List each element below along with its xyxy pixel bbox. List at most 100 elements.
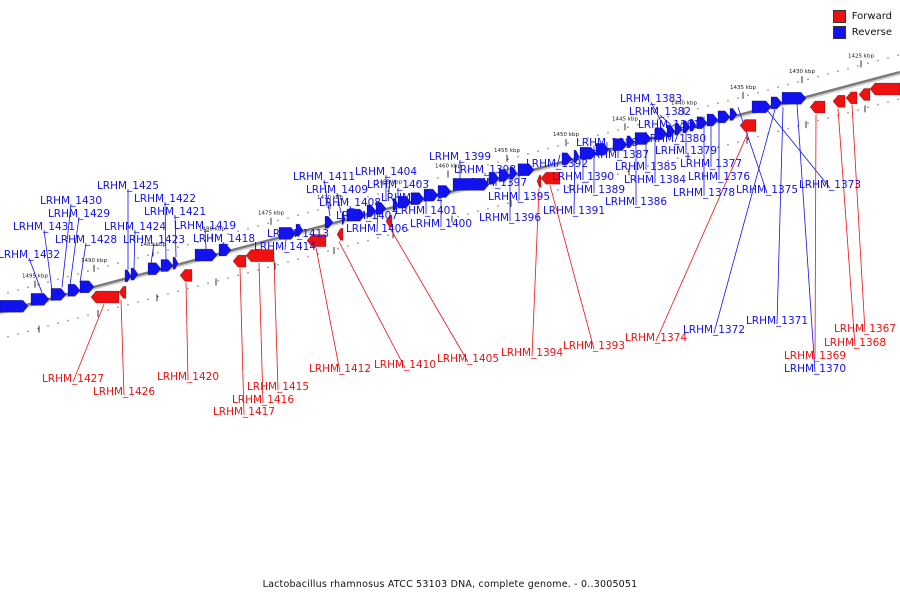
gene-label: LRHM_1422 <box>134 193 196 205</box>
reverse-gene-arrow <box>674 122 683 136</box>
tick-label: 1465 kbp <box>376 179 402 185</box>
tick-label: 1425 kbp <box>848 53 874 59</box>
leader-line <box>185 282 189 381</box>
reverse-gene-arrow <box>573 149 580 163</box>
reverse-gene-arrow <box>517 163 535 177</box>
forward-gene-arrow <box>336 228 344 241</box>
gene-label: LRHM_1412 <box>309 363 371 375</box>
gene-label: LRHM_1419 <box>174 220 236 232</box>
leader-line <box>164 201 167 260</box>
leader-line <box>133 229 136 269</box>
gene-label: LRHM_1375 <box>736 184 798 196</box>
gene-label: LRHM_1367 <box>834 323 896 335</box>
leader-line <box>814 114 817 360</box>
gene-label: LRHM_1393 <box>563 340 625 352</box>
reverse-gene-arrow <box>67 283 81 297</box>
tick-label: 1445 kbp <box>612 116 638 122</box>
gene-label: LRHM_1427 <box>42 373 104 385</box>
reverse-gene-arrow <box>124 269 132 283</box>
forward-gene-arrow <box>118 286 127 299</box>
tick-label: 1460 kbp <box>435 164 461 170</box>
gene-label: LRHM_1406 <box>346 223 408 235</box>
gene-label: LRHM_1398 <box>454 164 516 176</box>
forward-gene-arrow <box>845 91 858 105</box>
leader-line <box>61 203 72 288</box>
gene-label: LRHM_1428 <box>55 234 117 246</box>
leader-line <box>258 262 264 404</box>
forward-gene-arrow <box>869 82 900 96</box>
forward-gene-arrow <box>809 100 826 114</box>
reverse-gene-arrow <box>729 108 738 121</box>
gene-label: LRHM_1392 <box>526 158 588 170</box>
leader-line <box>737 107 768 194</box>
reverse-gene-arrow <box>346 208 366 222</box>
leader-line <box>315 247 341 373</box>
leader-line <box>776 107 784 325</box>
gene-label: LRHM_1377 <box>680 158 742 170</box>
forward-gene-arrow <box>179 269 193 282</box>
gene-label: LRHM_1370 <box>784 363 846 375</box>
leader-line <box>556 154 561 168</box>
forward-gene-arrow <box>858 88 871 101</box>
tick-label: 1450 kbp <box>553 132 579 138</box>
tick-label: 1485 kbp <box>140 242 166 248</box>
reverse-gene-arrow <box>612 138 628 151</box>
gene-label: LRHM_1372 <box>683 324 745 336</box>
gene-label: LRHM_1399 <box>429 151 491 163</box>
gene-label: LRHM_1417 <box>213 406 275 418</box>
tick-label: 1490 kbp <box>81 258 107 264</box>
reverse-gene-arrow <box>509 166 518 180</box>
tick-label: 1435 kbp <box>730 85 756 91</box>
reverse-gene-arrow <box>147 262 162 276</box>
leader-line <box>549 185 595 350</box>
tick-label: 1440 kbp <box>671 101 697 107</box>
reverse-gene-arrow <box>717 110 731 124</box>
leader-line <box>338 241 406 369</box>
forward-gene-arrow <box>306 234 327 247</box>
legend-reverse: Reverse <box>832 24 892 40</box>
reverse-gene-arrow <box>218 243 232 257</box>
reverse-gene-arrow <box>30 293 50 306</box>
reverse-gene-arrow <box>375 202 387 215</box>
reverse-gene-arrow <box>0 299 29 313</box>
gene-label: LRHM_1374 <box>625 332 687 344</box>
gene-label: LRHM_1420 <box>157 371 219 383</box>
reverse-gene-arrow <box>160 259 174 272</box>
forward-gene-arrow <box>832 94 846 108</box>
leader-line <box>69 216 80 286</box>
reverse-gene-arrow <box>278 227 297 240</box>
leader-line <box>650 101 665 128</box>
leader-line <box>28 257 43 293</box>
gene-label: LRHM_1421 <box>144 206 206 218</box>
forward-gene-arrow <box>385 214 393 228</box>
gene-label: LRHM_1388 <box>576 137 638 149</box>
reverse-gene-arrow <box>751 100 772 114</box>
gene-label: LRHM_1401 <box>395 205 457 217</box>
gene-label: LRHM_1368 <box>824 337 886 349</box>
reverse-gene-arrow <box>498 169 511 182</box>
gene-label: LRHM_1418 <box>193 233 255 245</box>
genome-caption: Lactobacillus rhamnosus ATCC 53103 DNA, … <box>262 579 638 590</box>
leader-line <box>43 229 53 291</box>
leader-line <box>323 179 331 217</box>
gene-label-layer: LRHM_1432LRHM_1431LRHM_1430LRHM_1429LRHM… <box>0 93 896 418</box>
gene-label: LRHM_1390 <box>552 171 614 183</box>
leader-line <box>79 242 87 283</box>
gene-label: LRHM_1426 <box>93 386 155 398</box>
gene-label: LRHM_1429 <box>48 208 110 220</box>
label-leader-lines <box>28 101 866 416</box>
gene-label: LRHM_1430 <box>40 195 102 207</box>
reverse-gene-arrow <box>172 256 179 270</box>
tick-label: 1430 kbp <box>789 69 815 75</box>
leader-line <box>204 228 207 250</box>
reverse-gene-arrow <box>666 124 676 138</box>
gene-label: LRHM_1425 <box>97 180 159 192</box>
forward-gene-arrow <box>536 174 542 188</box>
gene-label: LRHM_1408 <box>319 197 381 209</box>
reverse-gene-arrow <box>770 96 783 110</box>
gene-label: LRHM_1416 <box>232 394 294 406</box>
gene-label: LRHM_1394 <box>501 347 563 359</box>
leader-line <box>174 214 177 258</box>
reverse-gene-arrow <box>130 267 139 281</box>
